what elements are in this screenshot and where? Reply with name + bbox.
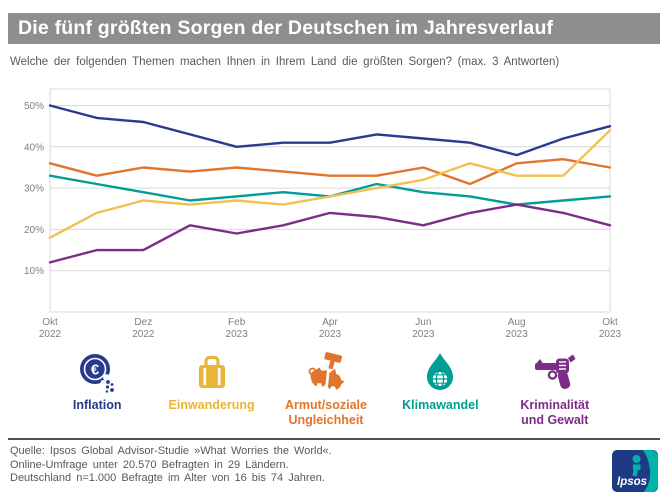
revolver-icon — [531, 348, 579, 398]
broken-piggy-bank-icon — [302, 348, 350, 398]
legend-label: Klimawandel — [402, 398, 479, 412]
svg-text:40%: 40% — [24, 142, 44, 153]
svg-text:30%: 30% — [24, 184, 44, 195]
worry-chart-svg: 50% 40% 30% 20% 10% Okt 2022 Dez 2022 Feb 2023 Apr 2… — [24, 88, 622, 340]
page-title: Die fünf größten Sorgen der Deutschen im… — [18, 17, 554, 39]
svg-text:€: € — [91, 362, 100, 379]
legend-label: Einwanderung — [168, 398, 255, 412]
flame-globe-icon — [417, 348, 463, 398]
suitcase-icon — [189, 348, 235, 398]
legend-item-inflation: € Inflation — [40, 348, 154, 428]
legend-label: Armut/soziale Ungleichheit — [284, 398, 367, 427]
legend-label: Kriminalität und Gewalt — [520, 398, 590, 427]
svg-text:20%: 20% — [24, 225, 44, 236]
source-line-3: Deutschland n=1.000 Befragte im Alter vo… — [10, 472, 325, 484]
footer-divider — [8, 438, 660, 440]
survey-question: Welche der folgenden Themen machen Ihnen… — [10, 56, 560, 68]
ipsos-logo-text: Ipsos — [617, 476, 647, 488]
euro-coin-icon: € — [74, 348, 120, 398]
legend-label: Inflation — [72, 398, 122, 412]
legend-item-klimawandel: Klimawandel — [383, 348, 497, 428]
legend-item-armut: Armut/soziale Ungleichheit — [269, 348, 383, 428]
line-chart: 50% 40% 30% 20% 10% Okt 2022 Dez 2022 Feb 2023 Apr 2… — [0, 85, 668, 343]
title-bar: Die fünf größten Sorgen der Deutschen im… — [8, 13, 660, 44]
svg-text:50%: 50% — [24, 101, 44, 112]
legend: € Inflation Einwanderung — [40, 348, 612, 428]
legend-item-kriminalitaet: Kriminalität und Gewalt — [498, 348, 612, 428]
legend-item-einwanderung: Einwanderung — [154, 348, 268, 428]
source-note: Quelle: Ipsos Global Advisor-Studie »Wha… — [10, 445, 332, 486]
svg-text:10%: 10% — [24, 266, 44, 277]
source-line-1: Quelle: Ipsos Global Advisor-Studie »Wha… — [10, 445, 332, 457]
ipsos-logo: Ipsos — [612, 450, 658, 492]
source-line-2: Online-Umfrage unter 20.570 Befragten in… — [10, 458, 289, 471]
